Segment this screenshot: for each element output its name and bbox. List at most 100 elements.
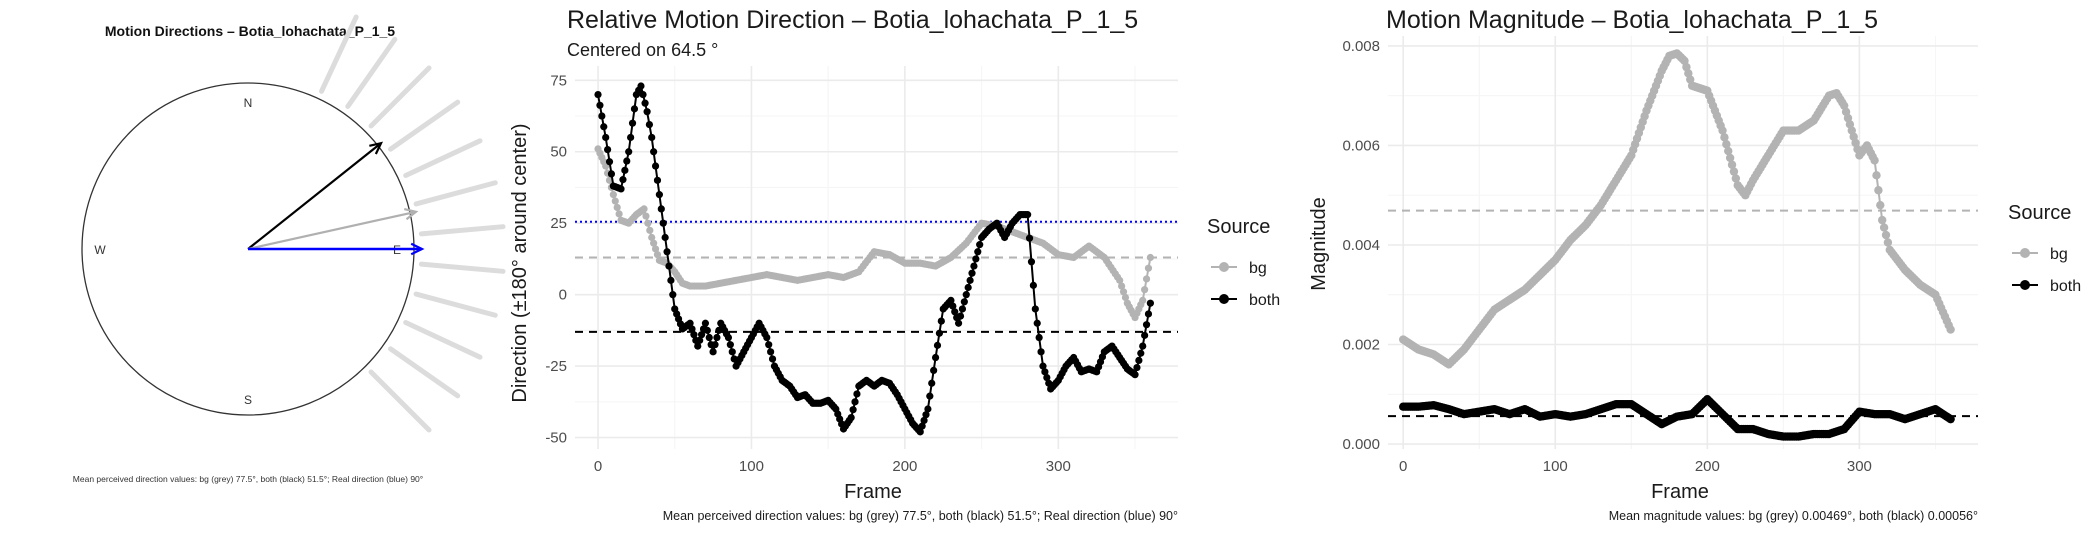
data-point [644, 219, 652, 227]
y-tick-label: 0.008 [1342, 38, 1380, 55]
data-point [1725, 153, 1735, 163]
background-ray [368, 369, 432, 433]
data-point [1133, 363, 1141, 372]
legend-label: bg [1249, 260, 1267, 277]
data-point [1874, 186, 1883, 195]
data-point [1872, 171, 1881, 180]
data-point [594, 90, 602, 99]
data-point [655, 191, 663, 199]
data-point [637, 82, 645, 90]
y-tick-label: 0.006 [1342, 137, 1380, 154]
data-point [1142, 321, 1151, 329]
data-point [1043, 373, 1051, 382]
data-point [1037, 348, 1045, 356]
direction-legend: Source bg both [1207, 216, 1280, 309]
data-point [661, 233, 669, 242]
data-point [1879, 223, 1889, 232]
data-point [1025, 234, 1034, 242]
background-ray [418, 261, 506, 274]
data-point [1119, 288, 1128, 296]
data-point [1146, 299, 1154, 307]
x-tick-label: 200 [1695, 458, 1720, 475]
data-point [607, 170, 616, 178]
direction-series [594, 82, 1154, 436]
data-point [1946, 414, 1955, 424]
x-tick-label: 100 [1543, 458, 1568, 475]
data-point [918, 422, 926, 430]
magnitude-grid [1388, 36, 1978, 449]
direction-reference-lines [575, 220, 1178, 333]
data-point [709, 348, 717, 356]
data-point [964, 283, 972, 292]
data-point [604, 146, 612, 154]
x-tick-label: 200 [892, 458, 917, 475]
data-point [701, 319, 710, 327]
data-point [949, 302, 957, 310]
data-point [951, 308, 959, 316]
background-ray [345, 36, 398, 109]
compass-panel: Motion Directions – Botia_lohachata_P_1_… [73, 14, 506, 484]
data-point [643, 108, 651, 116]
series-bg [1399, 49, 1955, 369]
data-point [686, 319, 694, 327]
data-point [1729, 167, 1739, 176]
direction-arrows [247, 141, 425, 256]
data-point [650, 148, 658, 156]
data-point [628, 119, 637, 127]
data-point [1035, 333, 1043, 342]
data-point [1144, 264, 1153, 272]
background-ray [388, 346, 461, 399]
data-point [646, 226, 654, 234]
data-point [960, 298, 968, 306]
data-point [665, 262, 673, 270]
data-point [920, 416, 928, 425]
arrow-both [247, 141, 384, 250]
data-point [956, 312, 965, 320]
data-point [1946, 325, 1955, 334]
magnitude-series [1399, 49, 1955, 441]
background-ray [388, 99, 461, 152]
data-point [645, 120, 654, 129]
y-tick-label: 75 [550, 72, 567, 89]
data-point [659, 219, 667, 227]
arrow-real [248, 242, 425, 256]
background-ray [319, 14, 359, 94]
y-tick-label: -25 [545, 358, 567, 375]
data-point [640, 205, 648, 213]
data-point [650, 239, 658, 247]
data-point [1027, 258, 1036, 266]
magnitude-y-label: Magnitude [1308, 197, 1330, 290]
y-tick-label: 50 [550, 144, 567, 161]
data-point [1731, 174, 1741, 183]
data-point [724, 333, 733, 342]
background-ray [403, 320, 483, 360]
compass-caption: Mean perceived direction values: bg (gre… [73, 474, 423, 484]
data-point [1139, 342, 1147, 350]
y-tick-label: -50 [545, 430, 567, 447]
data-point [922, 411, 930, 419]
background-ray [403, 138, 483, 178]
data-point [630, 105, 639, 113]
data-point [1724, 146, 1733, 156]
data-point [1718, 126, 1727, 135]
data-point [690, 331, 698, 339]
data-point [916, 428, 924, 436]
x-tick-label: 0 [594, 458, 602, 475]
data-point [1883, 238, 1893, 247]
data-point [1881, 230, 1891, 240]
data-point [1878, 215, 1887, 225]
data-point [669, 291, 677, 299]
data-point [928, 379, 936, 387]
data-point [1141, 286, 1149, 294]
data-point [849, 406, 857, 414]
data-point [926, 392, 934, 400]
arrow-bg [247, 207, 419, 251]
data-point [617, 185, 625, 193]
data-point [1727, 160, 1737, 169]
legend-entry-both: both [1211, 292, 1280, 309]
direction-y-label: Direction (±180° around center) [509, 123, 531, 402]
magnitude-title: Motion Magnitude – Botia_lohachata_P_1_5 [1386, 6, 1878, 34]
data-point [958, 305, 967, 313]
data-point [962, 291, 970, 299]
data-point [1041, 368, 1049, 376]
